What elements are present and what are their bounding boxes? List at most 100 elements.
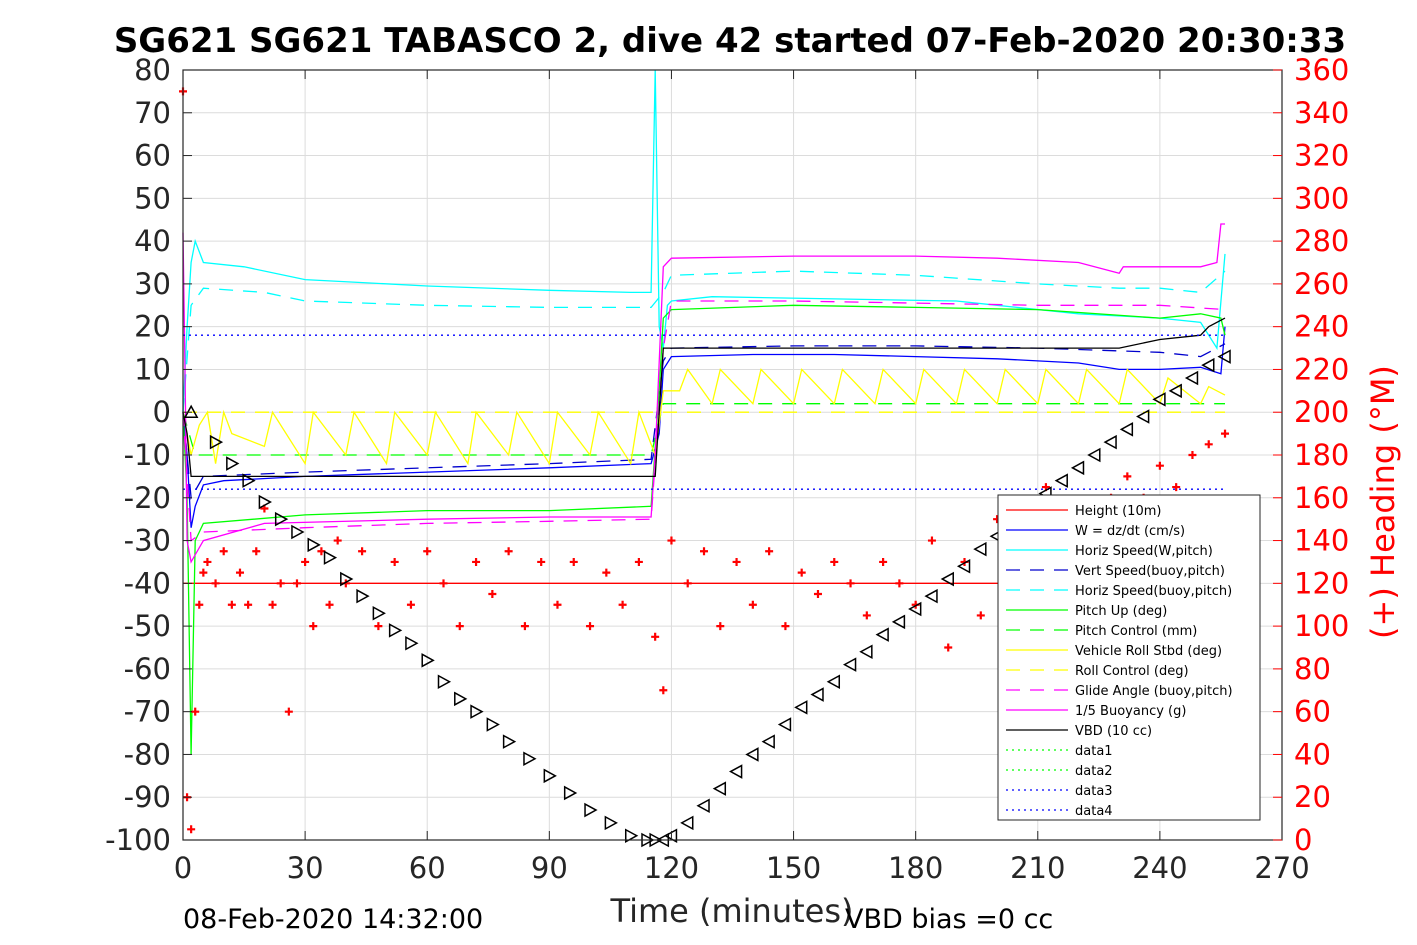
y-tick-label-13: 30: [134, 267, 171, 301]
legend-entry-1: W = dz/dt (cm/s): [1075, 524, 1185, 539]
depth-point-44: [908, 601, 922, 617]
heading-point-47: [716, 622, 725, 631]
legend-entry-10: 1/5 Buoyancy (g): [1075, 704, 1186, 719]
depth-point-45: [924, 588, 938, 604]
heading-point-41: [634, 557, 643, 566]
legend-entry-6: Pitch Control (mm): [1075, 624, 1197, 639]
heading-point-63: [976, 611, 985, 620]
depth-point-9: [340, 571, 354, 587]
legend-entry-7: Vehicle Roll Stbd (deg): [1075, 644, 1222, 659]
heading-point-72: [1123, 472, 1132, 481]
y2-tick-label-12: 240: [1294, 310, 1349, 344]
heading-point-18: [301, 557, 310, 566]
legend-entry-0: Height (10m): [1075, 504, 1161, 519]
y2-tick-label-6: 120: [1294, 566, 1349, 600]
legend-entry-14: data3: [1075, 784, 1113, 799]
heading-point-6: [203, 557, 212, 566]
depth-point-4: [258, 494, 272, 510]
heading-point-38: [586, 622, 595, 631]
y-tick-label-18: 80: [134, 53, 171, 87]
heading-point-25: [374, 622, 383, 631]
depth-point-38: [810, 687, 824, 702]
x-tick-label-3: 90: [531, 851, 568, 885]
y-tick-label-11: 10: [134, 352, 171, 386]
depth-point-46: [940, 571, 954, 587]
legend-entry-12: data1: [1075, 744, 1113, 759]
y2-tick-label-17: 340: [1294, 96, 1349, 130]
legend-entry-4: Horiz Speed(buoy,pitch): [1075, 584, 1232, 599]
depth-point-37: [794, 700, 808, 715]
series-line-4: [182, 270, 1226, 413]
heading-point-56: [862, 611, 871, 620]
heading-point-36: [553, 600, 562, 609]
heading-point-57: [879, 557, 888, 566]
heading-point-2: [187, 825, 196, 834]
heading-point-44: [667, 536, 676, 545]
y2-tick-label-18: 360: [1294, 53, 1349, 87]
y-tick-label-5: -50: [124, 609, 171, 643]
x-tick-label-1: 30: [287, 851, 324, 885]
y2-tick-label-11: 220: [1294, 352, 1349, 386]
heading-point-51: [781, 622, 790, 631]
x-axis-label: Time (minutes): [610, 892, 854, 930]
y2-tick-label-3: 60: [1294, 695, 1331, 729]
heading-point-48: [732, 557, 741, 566]
depth-point-47: [956, 558, 971, 574]
depth-point-1: [209, 434, 224, 450]
depth-point-16: [454, 691, 468, 707]
heading-point-10: [235, 568, 244, 577]
y2-tick-label-9: 180: [1294, 438, 1349, 472]
series-line-11: [182, 317, 1226, 478]
y2-tick-label-14: 280: [1294, 224, 1349, 258]
depth-point-53: [1054, 473, 1068, 488]
y2-tick-label-4: 80: [1294, 652, 1331, 686]
depth-point-6: [291, 524, 305, 540]
heading-point-11: [244, 600, 253, 609]
heading-point-32: [488, 590, 497, 599]
y-tick-label-17: 70: [134, 96, 171, 130]
heading-point-29: [439, 579, 448, 588]
depth-point-20: [523, 751, 537, 766]
y2-tick-label-5: 100: [1294, 609, 1349, 643]
heading-point-58: [895, 579, 904, 588]
depth-point-5: [274, 511, 289, 527]
x-tick-label-0: 0: [174, 851, 192, 885]
depth-point-48: [973, 541, 987, 557]
heading-point-45: [683, 579, 692, 588]
y-tick-label-8: -20: [124, 481, 171, 515]
depth-point-10: [356, 588, 370, 604]
heading-point-53: [813, 590, 822, 599]
x-tick-label-4: 120: [644, 851, 699, 885]
depth-point-57: [1119, 422, 1134, 437]
legend-entry-13: data2: [1075, 764, 1113, 779]
series-line-9: [182, 300, 1226, 542]
x-tick-label-6: 180: [888, 851, 943, 885]
depth-point-58: [1136, 409, 1150, 424]
heading-point-61: [944, 643, 953, 652]
depth-point-55: [1087, 447, 1101, 463]
heading-point-75: [1172, 483, 1181, 492]
footer-timestamp: 08-Feb-2020 14:32:00: [183, 904, 483, 935]
y-tick-label-1: -90: [124, 780, 171, 814]
depth-point-63: [1217, 349, 1231, 364]
heading-point-15: [276, 579, 285, 588]
heading-point-54: [830, 557, 839, 566]
x-tick-label-2: 60: [409, 851, 446, 885]
depth-point-23: [584, 802, 598, 818]
footer-vbd-bias: VBD bias =0 cc: [845, 904, 1053, 935]
y-tick-label-2: -80: [124, 737, 171, 771]
depth-point-43: [891, 614, 906, 630]
y-tick-label-14: 40: [134, 224, 171, 258]
depth-point-30: [680, 815, 694, 831]
x-axis-ticks: 0 30 60 90 120 150 180 210 240 270: [174, 70, 1310, 885]
depth-point-21: [543, 768, 557, 784]
depth-point-11: [372, 606, 386, 621]
y-axis-ticks: -100-90-80-70-60-50-40-30-20-10010203040…: [105, 53, 192, 857]
depth-point-39: [826, 674, 841, 689]
depth-point-41: [859, 644, 873, 660]
heading-point-8: [219, 547, 228, 556]
depth-point-56: [1103, 434, 1117, 450]
heading-point-52: [797, 568, 806, 577]
heading-point-4: [195, 600, 204, 609]
depth-point-61: [1184, 370, 1199, 386]
